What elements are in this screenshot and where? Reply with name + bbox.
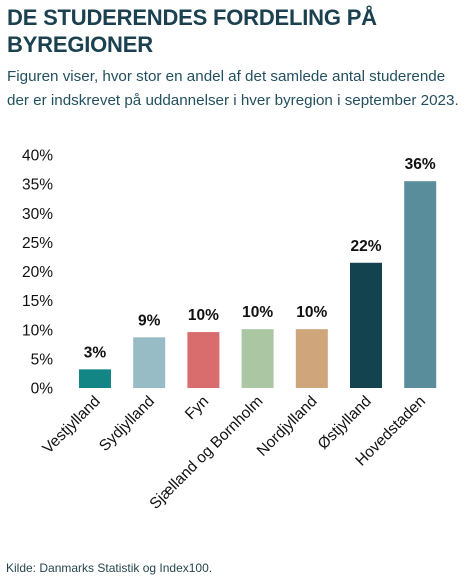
- bar: [241, 329, 274, 388]
- bar: [187, 332, 220, 388]
- category-label: Sjælland og Bornholm: [147, 393, 267, 513]
- y-tick-label: 40%: [22, 148, 53, 165]
- bar: [133, 337, 166, 388]
- bar: [404, 181, 437, 388]
- bar: [79, 369, 111, 388]
- y-tick-label: 10%: [22, 322, 53, 339]
- y-tick-label: 25%: [22, 235, 53, 252]
- y-tick-label: 5%: [31, 351, 54, 368]
- category-label: Fyn: [182, 393, 212, 423]
- chart-subtitle: Figuren viser, hvor stor en andel af det…: [7, 68, 459, 109]
- category-label: Vestjylland: [39, 393, 103, 457]
- bar: [350, 262, 382, 388]
- y-tick-label: 0%: [31, 381, 54, 398]
- y-tick-label: 30%: [22, 206, 53, 223]
- chart-title: DE STUDERENDES FORDELING PÅ BYREGIONER: [7, 5, 377, 57]
- bar: [295, 329, 328, 388]
- data-label: 22%: [350, 238, 381, 255]
- y-tick-label: 35%: [22, 177, 53, 194]
- data-label: 10%: [296, 304, 327, 321]
- y-tick-label: 15%: [22, 293, 53, 310]
- source-note: Kilde: Danmarks Statistik og Index100.: [6, 561, 213, 575]
- data-label: 3%: [84, 344, 107, 361]
- data-label: 9%: [138, 312, 161, 329]
- y-tick-label: 20%: [22, 264, 53, 281]
- data-label: 36%: [405, 156, 436, 173]
- data-label: 10%: [188, 307, 219, 324]
- data-label: 10%: [242, 304, 273, 321]
- category-label: Sydjylland: [96, 393, 158, 455]
